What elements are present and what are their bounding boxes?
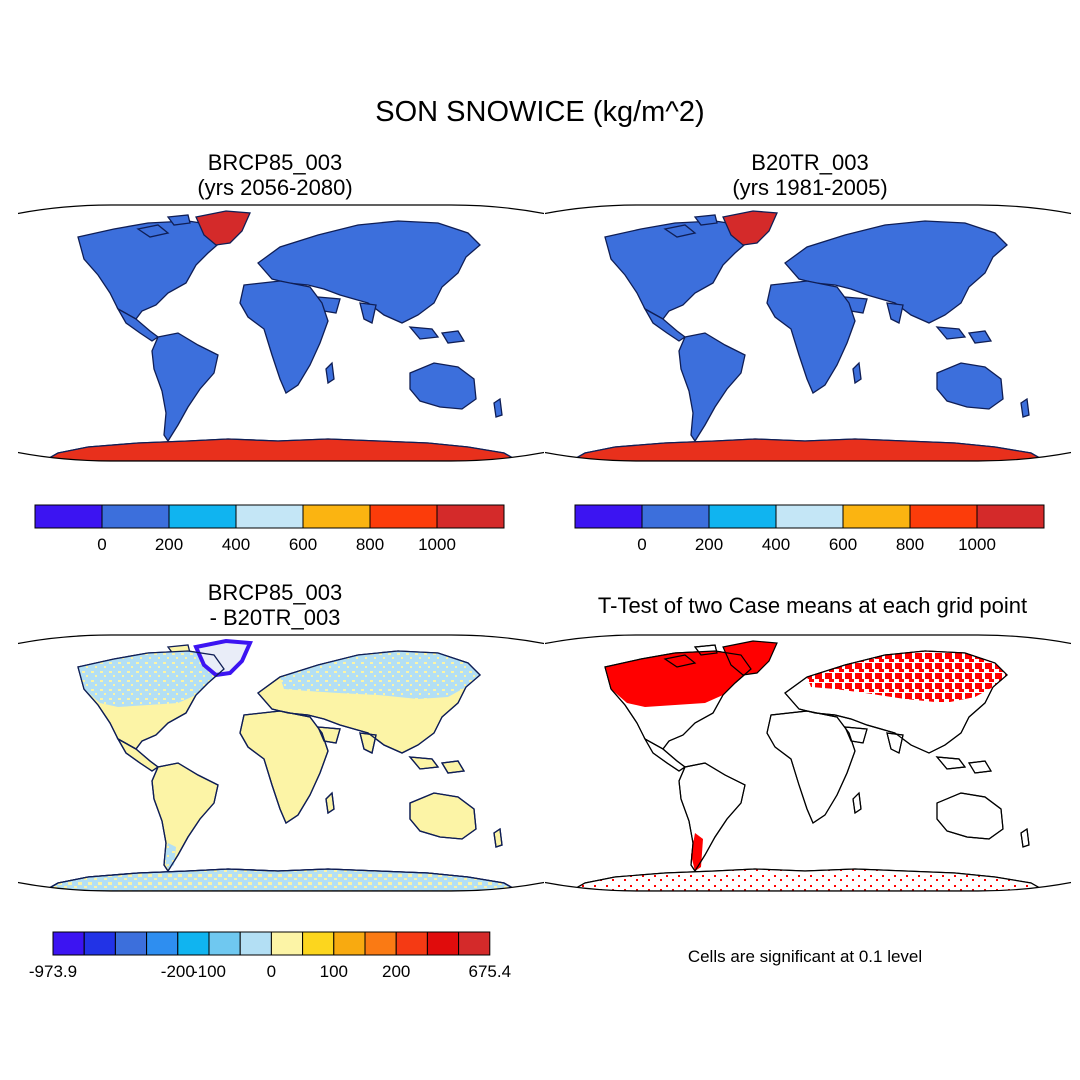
colorbar-box <box>52 931 85 956</box>
colorbar-box <box>302 504 371 529</box>
colorbar-box <box>708 504 777 529</box>
andes-significant-region <box>691 833 703 871</box>
colorbar-box <box>333 931 366 956</box>
colorbar-tick-label: 600 <box>829 535 857 554</box>
colorbar-box <box>270 931 304 956</box>
map-panel-1-svg <box>18 204 544 462</box>
colorbar-panel-1-svg: 0 200 400 600 800 1000 <box>34 504 505 554</box>
map-panel-3-svg <box>18 634 544 892</box>
panel-3-title-line1: BRCP85_003 <box>207 580 343 605</box>
colorbar-tick-label: -973.9 <box>29 962 77 981</box>
colorbar-box <box>114 931 148 956</box>
colorbar-box <box>458 931 491 956</box>
significance-note: Cells are significant at 0.1 level <box>687 947 923 966</box>
colorbar-tick-label: 0 <box>637 535 646 554</box>
panel-2-title: B20TR_003 (yrs 1981-2005) <box>670 150 950 200</box>
colorbar-panel-2-svg: 0 200 400 600 800 1000 <box>574 504 1045 554</box>
colorbar-tick-label: 800 <box>896 535 924 554</box>
colorbar-panel-3-svg: -973.9 -200-100 0 100 200 675.4 <box>29 931 512 981</box>
colorbar-box <box>775 504 844 529</box>
colorbar-box <box>426 931 460 956</box>
map-panel-2-svg <box>545 204 1071 462</box>
map-panel-4 <box>545 633 1071 895</box>
colorbar-tick-label: -200 <box>161 962 195 981</box>
figure-title: SON SNOWICE (kg/m^2) <box>375 96 705 128</box>
colorbar-box <box>146 931 179 956</box>
panel-1-title-line2: (yrs 2056-2080) <box>197 175 353 200</box>
colorbar-tick-label: 600 <box>289 535 317 554</box>
colorbar-panel-3: -973.9 -200 -100 0 100 200 675.4 <box>20 927 530 987</box>
map-frame <box>545 204 1071 462</box>
colorbar-panel-2: 0 200 400 600 800 1000 <box>570 500 1060 560</box>
colorbar-tick-label: 800 <box>356 535 384 554</box>
colorbar-box <box>235 504 304 529</box>
greenland-margin-large-decrease <box>193 638 253 678</box>
colorbar-box <box>976 504 1045 529</box>
eurasia-significant-region <box>807 651 1007 703</box>
na-significant-region <box>605 651 751 707</box>
panel-1-title: BRCP85_003 (yrs 2056-2080) <box>135 150 415 200</box>
na-decrease-region <box>78 651 224 707</box>
colorbar-box <box>177 931 210 956</box>
colorbar-tick-label: 400 <box>222 535 250 554</box>
colorbar-box <box>395 931 428 956</box>
map-frame <box>18 634 544 892</box>
colorbar-tick-label: 1000 <box>958 535 996 554</box>
map-panel-3 <box>18 633 544 895</box>
colorbar-box <box>909 504 978 529</box>
panel-2-title-line1: B20TR_003 <box>751 150 869 175</box>
map-panel-1 <box>18 203 544 465</box>
panel-4-title-line1: T-Test of two Case means at each grid po… <box>597 593 1028 618</box>
colorbar-tick-label: 0 <box>267 962 276 981</box>
colorbar-box <box>83 931 116 956</box>
colorbar-box <box>302 931 335 956</box>
eurasia-decrease-region <box>280 651 480 699</box>
colorbar-tick-label: 400 <box>762 535 790 554</box>
panel-1-title-line1: BRCP85_003 <box>207 150 343 175</box>
panel-3-title-line2: - B20TR_003 <box>209 605 341 630</box>
colorbar-box <box>208 931 241 956</box>
colorbar-tick-label: 0 <box>97 535 106 554</box>
panel-2-title-line2: (yrs 1981-2005) <box>732 175 888 200</box>
antarctica-scattered-significance <box>571 869 1045 891</box>
colorbar-tick-label: -100 <box>192 962 226 981</box>
colorbar-box <box>168 504 237 529</box>
map-frame <box>18 204 544 462</box>
colorbar-tick-label: 200 <box>382 962 410 981</box>
map-panel-2 <box>545 203 1071 465</box>
panel-4-title: T-Test of two Case means at each grid po… <box>545 593 1080 618</box>
colorbar-box <box>436 504 505 529</box>
colorbar-box <box>574 504 643 529</box>
colorbar-tick-label: 675.4 <box>469 962 512 981</box>
panel-3-title: BRCP85_003 - B20TR_003 <box>135 580 415 630</box>
colorbar-box <box>369 504 438 529</box>
map-frame <box>545 634 1071 892</box>
colorbar-tick-label: 200 <box>695 535 723 554</box>
colorbar-box <box>641 504 710 529</box>
colorbar-tick-label: 200 <box>155 535 183 554</box>
colorbar-panel-1: 0 200 400 600 800 1000 <box>30 500 520 560</box>
map-panel-4-svg <box>545 634 1071 892</box>
colorbar-tick-label: 100 <box>320 962 348 981</box>
colorbar-box <box>101 504 170 529</box>
colorbar-tick-label: 1000 <box>418 535 456 554</box>
colorbar-box <box>34 504 103 529</box>
colorbar-box <box>364 931 397 956</box>
colorbar-box <box>239 931 272 956</box>
colorbar-box <box>842 504 911 529</box>
